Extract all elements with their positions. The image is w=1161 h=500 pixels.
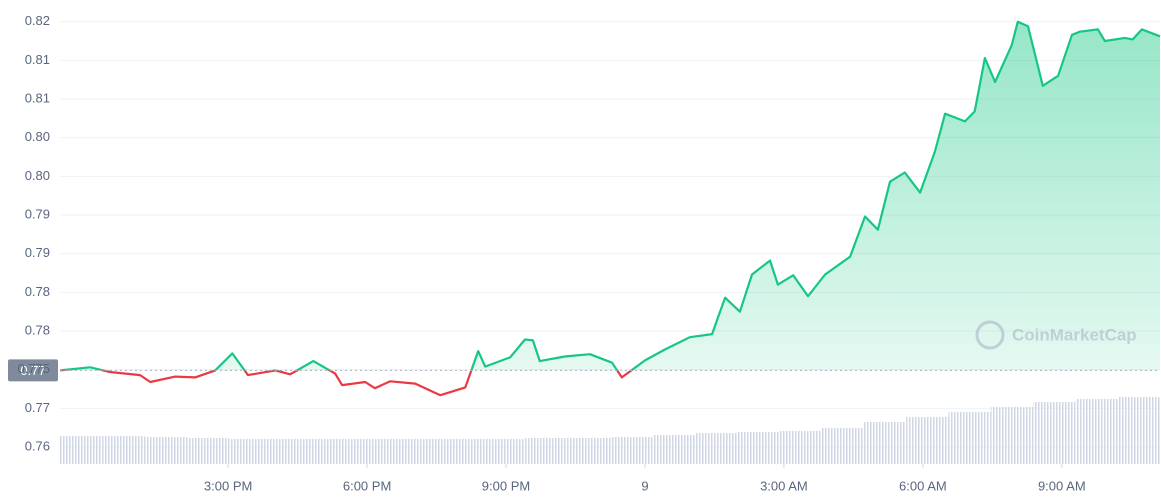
- x-tick-label: 9: [641, 478, 648, 493]
- volume-bar: [863, 422, 907, 464]
- volume-bar: [694, 433, 737, 464]
- volume-bar: [652, 435, 695, 464]
- volume-bar: [483, 439, 526, 464]
- y-tick-label: 0.77: [25, 400, 50, 415]
- watermark: CoinMarketCap: [975, 320, 1137, 350]
- x-tick-label: 9:00 PM: [482, 478, 530, 493]
- volume-bar: [144, 437, 187, 464]
- y-tick-label: 0.80: [25, 168, 50, 183]
- y-tick-label: 0.81: [25, 52, 50, 67]
- volume-bar: [229, 439, 272, 464]
- volume-bar: [60, 436, 103, 464]
- watermark-text: CoinMarketCap: [1012, 325, 1137, 344]
- y-tick-label: 0.76: [25, 438, 50, 453]
- volume-bar: [313, 439, 357, 464]
- volume-bar: [440, 439, 484, 464]
- volume-bar: [821, 428, 864, 464]
- price-area: [60, 21, 1160, 371]
- volume-bar: [398, 439, 441, 464]
- volume-bar: [736, 432, 780, 464]
- watermark-logo: [975, 320, 1005, 350]
- reference-label: 0.77: [20, 363, 45, 378]
- x-tick-label: 9:00 AM: [1038, 478, 1086, 493]
- x-tick-label: 3:00 AM: [760, 478, 808, 493]
- volume-bar: [525, 438, 568, 464]
- x-tick-label: 3:00 PM: [204, 478, 252, 493]
- y-tick-label: 0.81: [25, 90, 50, 105]
- volume-bar: [1117, 397, 1160, 464]
- y-tick-label: 0.82: [25, 13, 50, 28]
- y-tick-label: 0.78: [25, 284, 50, 299]
- volume-bar: [102, 436, 145, 464]
- volume-bar: [990, 407, 1034, 464]
- x-tick-label: 6:00 AM: [899, 478, 947, 493]
- volume-bar: [1033, 402, 1076, 464]
- y-tick-label: 0.79: [25, 245, 50, 260]
- volume-bar: [186, 438, 230, 464]
- volume-bar: [948, 412, 991, 464]
- volume-bar: [271, 439, 314, 464]
- x-tick-label: 6:00 PM: [343, 478, 391, 493]
- reference-badge: [8, 359, 58, 382]
- volume-bar: [1075, 399, 1118, 464]
- y-tick-label: 0.80: [25, 129, 50, 144]
- y-tick-label: 0.78: [25, 322, 50, 337]
- volume-bar: [610, 437, 653, 464]
- volume-bar: [779, 431, 822, 464]
- volume-bar: [906, 417, 949, 464]
- volume-bar: [356, 439, 399, 464]
- volume-bar: [567, 438, 610, 464]
- price-line-up: [59, 20, 1161, 371]
- y-tick-label: 0.775: [17, 361, 50, 376]
- y-tick-label: 0.79: [25, 206, 50, 221]
